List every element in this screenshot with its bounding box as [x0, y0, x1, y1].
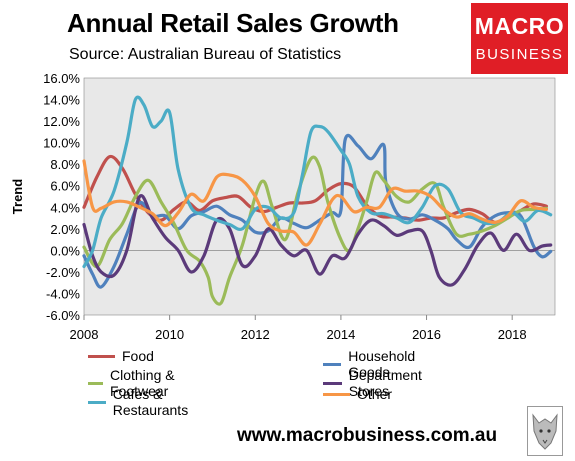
y-tick-label: 10.0% — [43, 136, 80, 151]
y-tick-label: 14.0% — [43, 93, 80, 108]
x-tick-label: 2008 — [70, 327, 99, 342]
x-tick-label: 2012 — [241, 327, 270, 342]
y-tick-label: -6.0% — [46, 308, 80, 323]
y-tick-label: 2.0% — [50, 222, 80, 237]
legend-label: Household Goods — [348, 348, 416, 380]
y-tick-label: 4.0% — [50, 200, 80, 215]
x-tick-label: 2010 — [155, 327, 184, 342]
wolf-logo-icon — [527, 406, 563, 456]
chart-title: Annual Retail Sales Growth — [67, 8, 399, 38]
website-footer: www.macrobusiness.com.au — [237, 425, 498, 446]
series-line-other — [82, 159, 548, 247]
x-tick-label: 2014 — [326, 327, 355, 342]
chart-source: Source: Australian Bureau of Statistics — [69, 46, 342, 63]
x-axis-tick-labels: 2008 2010 2012 2014 2016 2018 — [70, 315, 527, 342]
legend-item-department-stores: Department Stores — [323, 367, 430, 399]
legend-item-clothing-footwear: Clothing & Footwear — [88, 367, 180, 399]
x-tick-label: 2018 — [498, 327, 527, 342]
legend-label: Food — [122, 348, 154, 364]
legend-swatch — [323, 362, 342, 366]
legend-swatch — [323, 381, 342, 385]
macrobusiness-logo: MACRO BUSINESS — [471, 3, 568, 74]
y-tick-label: 8.0% — [50, 157, 80, 172]
y-axis-tick-labels: -6.0% -4.0% -2.0% 0.0% 2.0% 4.0% 6.0% 8.0% 10.0%… — [43, 71, 80, 323]
y-tick-label: -4.0% — [46, 286, 80, 301]
legend-label: Other — [357, 386, 393, 402]
legend-swatch — [88, 381, 103, 385]
logo-line-2: BUSINESS — [475, 46, 564, 63]
legend-swatch — [88, 400, 106, 404]
y-tick-label: 16.0% — [43, 71, 80, 86]
legend-label: Department Stores — [348, 367, 422, 399]
legend-item-other: Other — [323, 386, 392, 402]
logo-line-1: MACRO — [474, 13, 565, 39]
legend-swatch — [323, 392, 350, 396]
legend-label: Cafes & Restaurants — [112, 386, 189, 418]
series-line-cafes-restaurants — [82, 95, 553, 269]
x-tick-label: 2016 — [412, 327, 441, 342]
series-line-department-stores — [82, 193, 553, 287]
legend-label: Clothing & Footwear — [109, 367, 175, 399]
y-tick-label: -2.0% — [46, 265, 80, 280]
series-lines — [82, 95, 553, 306]
legend-swatch — [88, 354, 115, 358]
legend-item-household-goods: Household Goods — [323, 348, 424, 380]
y-tick-label: 12.0% — [43, 114, 80, 129]
legend-item-food: Food — [88, 348, 154, 364]
y-tick-label: 6.0% — [50, 179, 80, 194]
series-line-food — [82, 154, 548, 225]
y-tick-label: 0.0% — [50, 243, 80, 258]
legend-item-cafes-restaurants: Cafes & Restaurants — [88, 386, 197, 418]
y-axis-label: Trend — [10, 179, 25, 214]
